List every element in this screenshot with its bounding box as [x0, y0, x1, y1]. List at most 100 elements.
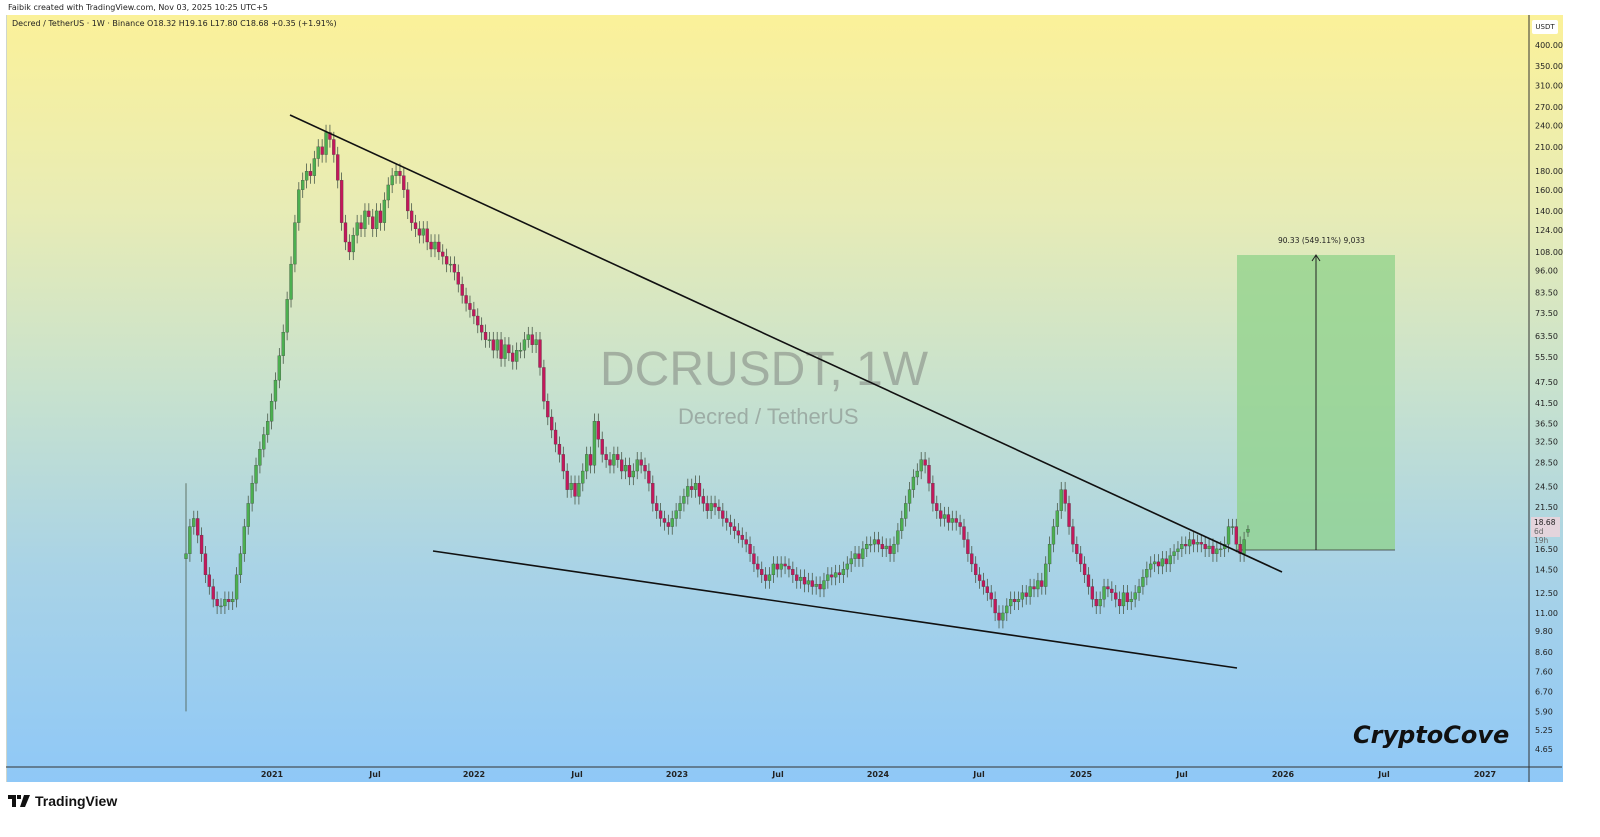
candle-body: [324, 132, 328, 155]
candle: [592, 413, 597, 474]
candle: [382, 192, 387, 231]
candle-body: [643, 465, 647, 472]
candle-body: [219, 605, 223, 608]
candle-body: [721, 510, 725, 519]
price-tick-label: 32.50: [1535, 438, 1558, 447]
price-tick-label: 140.00: [1535, 207, 1563, 216]
candle: [822, 572, 826, 598]
candle-body: [1203, 544, 1207, 550]
candle: [1075, 536, 1079, 562]
candle-body: [701, 496, 706, 504]
price-tick-label: 180.00: [1535, 167, 1563, 176]
price-axis[interactable]: 400.00 350.00 310.00 270.00 240.00 210.00 180.…: [1535, 41, 1563, 754]
price-tick-label: 160.00: [1535, 186, 1563, 195]
candle-body: [997, 612, 1001, 621]
candle-body: [343, 222, 348, 243]
candle-body: [962, 526, 966, 540]
candle-body: [927, 465, 931, 484]
candle-body: [635, 459, 639, 472]
candle-body: [308, 171, 313, 176]
candle: [561, 446, 565, 480]
candle: [515, 342, 519, 370]
candle: [631, 463, 635, 486]
candle-body: [896, 530, 900, 545]
candle-body: [639, 459, 643, 466]
candle: [623, 457, 628, 480]
candle: [1032, 578, 1036, 598]
candle: [771, 556, 776, 583]
candle: [744, 531, 748, 553]
price-tick-label: 24.50: [1535, 482, 1558, 491]
candle-body: [507, 344, 511, 354]
candle: [651, 475, 655, 512]
candle-body: [1001, 612, 1005, 621]
time-tick-label: 2024: [867, 770, 890, 779]
candle: [966, 531, 970, 562]
candle-body: [942, 514, 947, 519]
currency-unit[interactable]: USDT: [1532, 20, 1558, 34]
candle: [1230, 518, 1235, 535]
tradingview-logo[interactable]: TradingView: [8, 793, 117, 809]
candle-body: [301, 180, 305, 190]
candle: [289, 256, 293, 308]
candle: [394, 163, 398, 184]
candle: [371, 208, 375, 237]
candle-body: [406, 189, 410, 212]
candle: [845, 556, 849, 578]
candle-body: [600, 439, 604, 455]
candle-body: [573, 483, 577, 497]
candle-body: [623, 465, 628, 472]
candle: [697, 475, 702, 505]
candle-body: [215, 599, 219, 607]
candle-body: [499, 339, 503, 359]
candle-body: [1176, 548, 1180, 552]
candle-body: [904, 503, 908, 519]
candle: [390, 167, 394, 194]
candle: [402, 167, 406, 198]
lower-trendline[interactable]: [432, 550, 1238, 669]
candle: [351, 227, 355, 261]
candle: [818, 576, 822, 598]
candle-body: [717, 506, 721, 511]
candle-body: [985, 586, 989, 593]
candle-body: [1110, 588, 1114, 593]
candle-body: [378, 210, 383, 223]
candle-body: [526, 334, 530, 340]
candle: [907, 481, 912, 512]
candle-body: [1195, 542, 1200, 545]
candle-body: [678, 503, 682, 511]
candle-body: [390, 175, 394, 186]
candle-body: [409, 210, 414, 223]
candle: [678, 495, 682, 519]
candle: [203, 546, 208, 583]
candle: [188, 518, 192, 562]
candle: [211, 578, 215, 608]
candle-body: [989, 592, 993, 600]
candle: [1156, 554, 1161, 575]
candle: [448, 256, 453, 273]
candle-body: [612, 454, 616, 466]
candle-body: [238, 553, 243, 575]
price-tick-label: 350.00: [1535, 62, 1563, 71]
candle: [456, 264, 460, 293]
candle-body: [865, 544, 869, 550]
candle: [1137, 578, 1141, 601]
candle: [993, 591, 997, 622]
time-axis[interactable]: 2021 Jul 2022 Jul 2023 Jul 2024 Jul 2025 Jul 2026 J…: [261, 770, 1496, 779]
candle: [1191, 531, 1196, 553]
candle-body: [713, 503, 717, 508]
candle-body: [709, 503, 713, 511]
price-tick-label: 63.50: [1535, 332, 1558, 341]
candle-body: [958, 522, 962, 527]
candle: [900, 510, 904, 539]
candle: [939, 503, 943, 527]
candle: [977, 567, 982, 589]
price-tick-label: 124.00: [1535, 226, 1563, 235]
candle: [1195, 534, 1200, 553]
upper-trendline[interactable]: [289, 114, 1283, 573]
candle-body: [915, 470, 919, 478]
candle: [1149, 556, 1153, 578]
candle: [266, 413, 270, 443]
candle-body: [367, 210, 371, 217]
candle-body: [740, 534, 744, 540]
